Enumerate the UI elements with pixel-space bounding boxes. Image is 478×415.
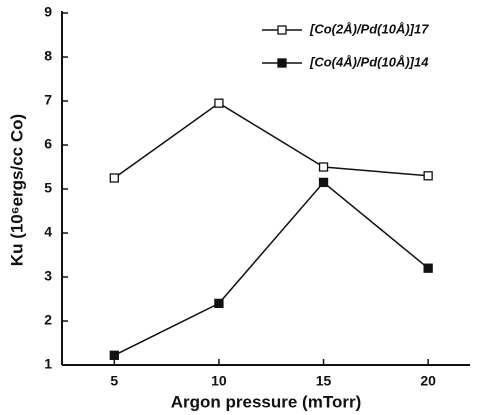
point <box>318 162 329 172</box>
point <box>109 173 119 183</box>
series-line <box>113 181 429 356</box>
legend-label: [Co(2Å)/Pd(10Å)]17 <box>309 21 429 36</box>
x-tick-label: 20 <box>420 373 436 389</box>
x-tick-label: 15 <box>316 373 332 389</box>
y-axis-title: Ku (10⁶ergs/cc Co) <box>7 114 26 266</box>
x-tick-label: 5 <box>110 373 118 389</box>
legend-marker <box>277 25 287 35</box>
x-tick-label: 10 <box>211 373 227 389</box>
point <box>423 171 433 181</box>
series-line <box>113 102 429 179</box>
y-tick-label: 8 <box>44 48 52 64</box>
y-tick-label: 1 <box>44 356 52 372</box>
x-axis-title: Argon pressure (mTorr) <box>171 392 362 411</box>
point <box>423 263 433 273</box>
y-tick-label: 7 <box>44 92 52 108</box>
y-tick-label: 2 <box>44 312 52 328</box>
point <box>214 98 224 108</box>
point <box>109 350 119 360</box>
y-tick-label: 5 <box>44 180 52 196</box>
y-tick-label: 4 <box>44 224 52 240</box>
y-tick-label: 3 <box>44 268 52 284</box>
point <box>214 298 224 309</box>
point <box>318 177 329 188</box>
legend-label: [Co(4Å)/Pd(10Å)]14 <box>309 54 429 69</box>
legend-marker <box>277 58 287 68</box>
y-tick-label: 6 <box>44 136 52 152</box>
y-tick-label: 9 <box>44 4 52 20</box>
